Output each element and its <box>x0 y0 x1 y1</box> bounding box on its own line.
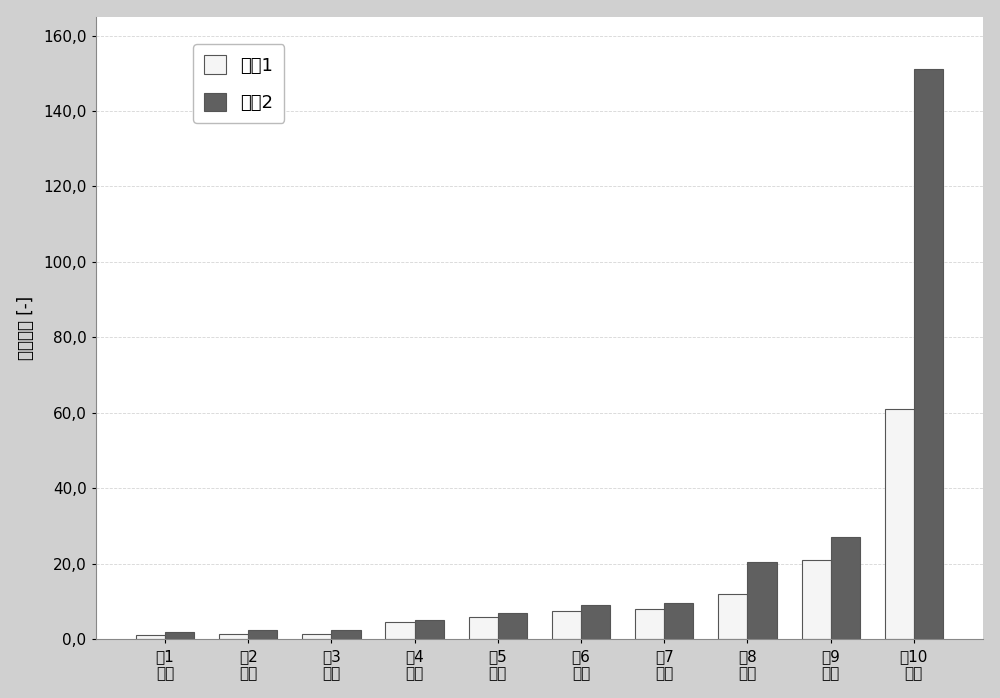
Bar <box>885 409 914 639</box>
Bar <box>498 613 527 639</box>
Bar <box>415 621 444 639</box>
Bar <box>635 609 664 639</box>
Bar <box>581 605 610 639</box>
Bar <box>718 594 747 639</box>
Bar <box>302 634 331 639</box>
Bar <box>385 622 415 639</box>
Bar <box>469 616 498 639</box>
Y-axis label: 净化因子 [-]: 净化因子 [-] <box>17 296 35 360</box>
Bar <box>747 562 777 639</box>
Bar <box>248 630 277 639</box>
Bar <box>552 611 581 639</box>
Bar <box>136 635 165 639</box>
Bar <box>165 632 194 639</box>
Bar <box>664 603 693 639</box>
Bar <box>331 630 361 639</box>
Bar <box>219 634 248 639</box>
Bar <box>831 537 860 639</box>
Bar <box>802 560 831 639</box>
Legend: 样哈1, 样哈2: 样哈1, 样哈2 <box>193 45 284 123</box>
Bar <box>914 70 943 639</box>
